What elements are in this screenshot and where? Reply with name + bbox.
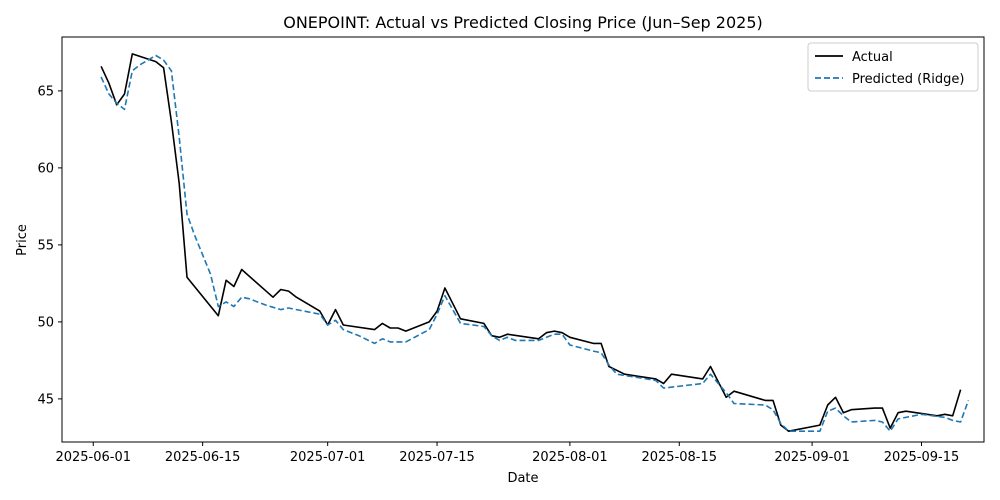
plot-frame — [61, 36, 985, 443]
plot-area — [61, 36, 985, 443]
y-tick-label: 60 — [37, 161, 54, 176]
y-axis-title: Price — [15, 224, 30, 256]
legend-box — [807, 42, 979, 92]
x-axis-title: Date — [507, 471, 538, 486]
chart-title: ONEPOINT: Actual vs Predicted Closing Pr… — [283, 13, 763, 32]
x-tick-label: 2025-09-01 — [774, 450, 850, 465]
x-tick-label: 2025-07-01 — [290, 450, 366, 465]
x-tick-label: 2025-06-15 — [165, 450, 241, 465]
legend-label-predicted: Predicted (Ridge) — [852, 72, 964, 87]
y-tick-label: 45 — [37, 392, 54, 407]
legend: Actual Predicted (Ridge) — [807, 42, 979, 92]
y-tick-label: 65 — [37, 84, 54, 99]
x-tick-label: 2025-06-01 — [55, 450, 131, 465]
x-tick-label: 2025-08-15 — [641, 450, 717, 465]
y-tick-label: 55 — [37, 238, 54, 253]
y-tick-label: 50 — [37, 315, 54, 330]
legend-label-actual: Actual — [852, 50, 893, 65]
series-line-predicted — [100, 54, 970, 433]
series-layer — [100, 53, 970, 433]
x-tick-label: 2025-09-15 — [884, 450, 960, 465]
x-axis: 2025-06-01 2025-06-15 2025-07-01 2025-07-15… — [55, 442, 959, 465]
x-tick-label: 2025-07-15 — [399, 450, 475, 465]
series-line-actual — [100, 53, 962, 433]
x-tick-label: 2025-08-01 — [532, 450, 608, 465]
y-axis: 45 50 55 60 65 — [37, 84, 62, 407]
